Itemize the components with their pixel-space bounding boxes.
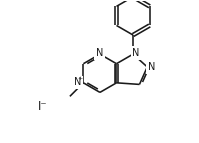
Text: N: N — [133, 48, 140, 58]
Text: N: N — [147, 62, 155, 72]
Text: N: N — [96, 48, 103, 58]
Text: +: + — [78, 76, 83, 81]
Text: N: N — [74, 77, 81, 87]
Text: I⁻: I⁻ — [38, 100, 48, 113]
